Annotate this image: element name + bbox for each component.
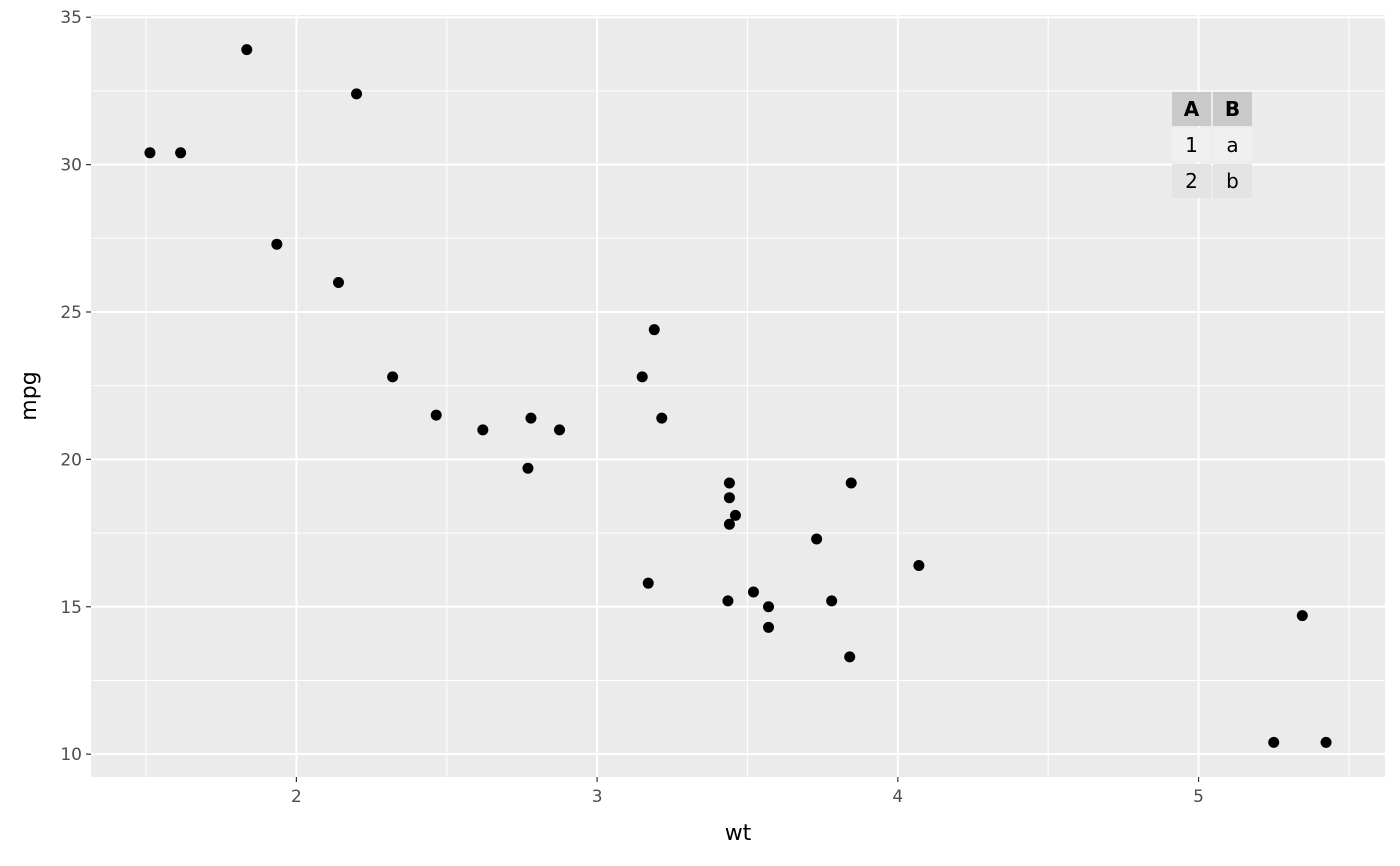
x-tick-label: 3 bbox=[592, 787, 603, 807]
y-axis-title: mpg bbox=[17, 371, 42, 420]
data-point bbox=[656, 412, 668, 424]
y-tick-label: 15 bbox=[60, 598, 82, 618]
data-point bbox=[430, 409, 442, 421]
data-point bbox=[175, 147, 187, 159]
data-point bbox=[387, 371, 399, 383]
data-point bbox=[723, 477, 735, 489]
data-point bbox=[913, 559, 925, 571]
table-cell: b bbox=[1213, 164, 1252, 198]
data-point bbox=[554, 424, 566, 436]
table-cell: 2 bbox=[1172, 164, 1211, 198]
plot-panel bbox=[91, 15, 1385, 777]
table-header-a: A bbox=[1172, 92, 1211, 126]
data-point bbox=[1268, 736, 1280, 748]
data-point bbox=[844, 651, 856, 663]
data-point bbox=[1296, 610, 1308, 622]
data-point bbox=[747, 586, 759, 598]
data-point bbox=[241, 44, 253, 56]
y-tick-label: 10 bbox=[60, 745, 82, 765]
x-tick-label: 5 bbox=[1193, 787, 1204, 807]
table-cell: 1 bbox=[1172, 128, 1211, 162]
inset-table: A B 1 a 2 b bbox=[1170, 90, 1254, 200]
data-point bbox=[332, 277, 344, 289]
data-point bbox=[763, 601, 775, 613]
data-point bbox=[845, 477, 857, 489]
data-point bbox=[648, 324, 660, 336]
data-point bbox=[723, 518, 735, 530]
data-point bbox=[763, 621, 775, 633]
data-point bbox=[525, 412, 537, 424]
x-axis-title: wt bbox=[725, 821, 752, 846]
data-point bbox=[144, 147, 156, 159]
x-tick-label: 2 bbox=[291, 787, 302, 807]
y-tick-label: 25 bbox=[60, 303, 82, 323]
y-tick-label: 30 bbox=[60, 156, 82, 176]
data-point bbox=[477, 424, 489, 436]
data-point bbox=[826, 595, 838, 607]
table-cell: a bbox=[1213, 128, 1252, 162]
y-tick-label: 20 bbox=[60, 450, 82, 470]
data-point bbox=[722, 595, 734, 607]
data-point bbox=[351, 88, 363, 100]
x-tick-label: 4 bbox=[892, 787, 903, 807]
data-point bbox=[636, 371, 648, 383]
data-point bbox=[723, 492, 735, 504]
data-point bbox=[729, 509, 741, 521]
table-header-b: B bbox=[1213, 92, 1252, 126]
data-point bbox=[1320, 736, 1332, 748]
data-point bbox=[642, 577, 654, 589]
data-point bbox=[811, 533, 823, 545]
data-point bbox=[522, 462, 534, 474]
data-point bbox=[271, 238, 283, 250]
y-tick-label: 35 bbox=[60, 8, 82, 28]
